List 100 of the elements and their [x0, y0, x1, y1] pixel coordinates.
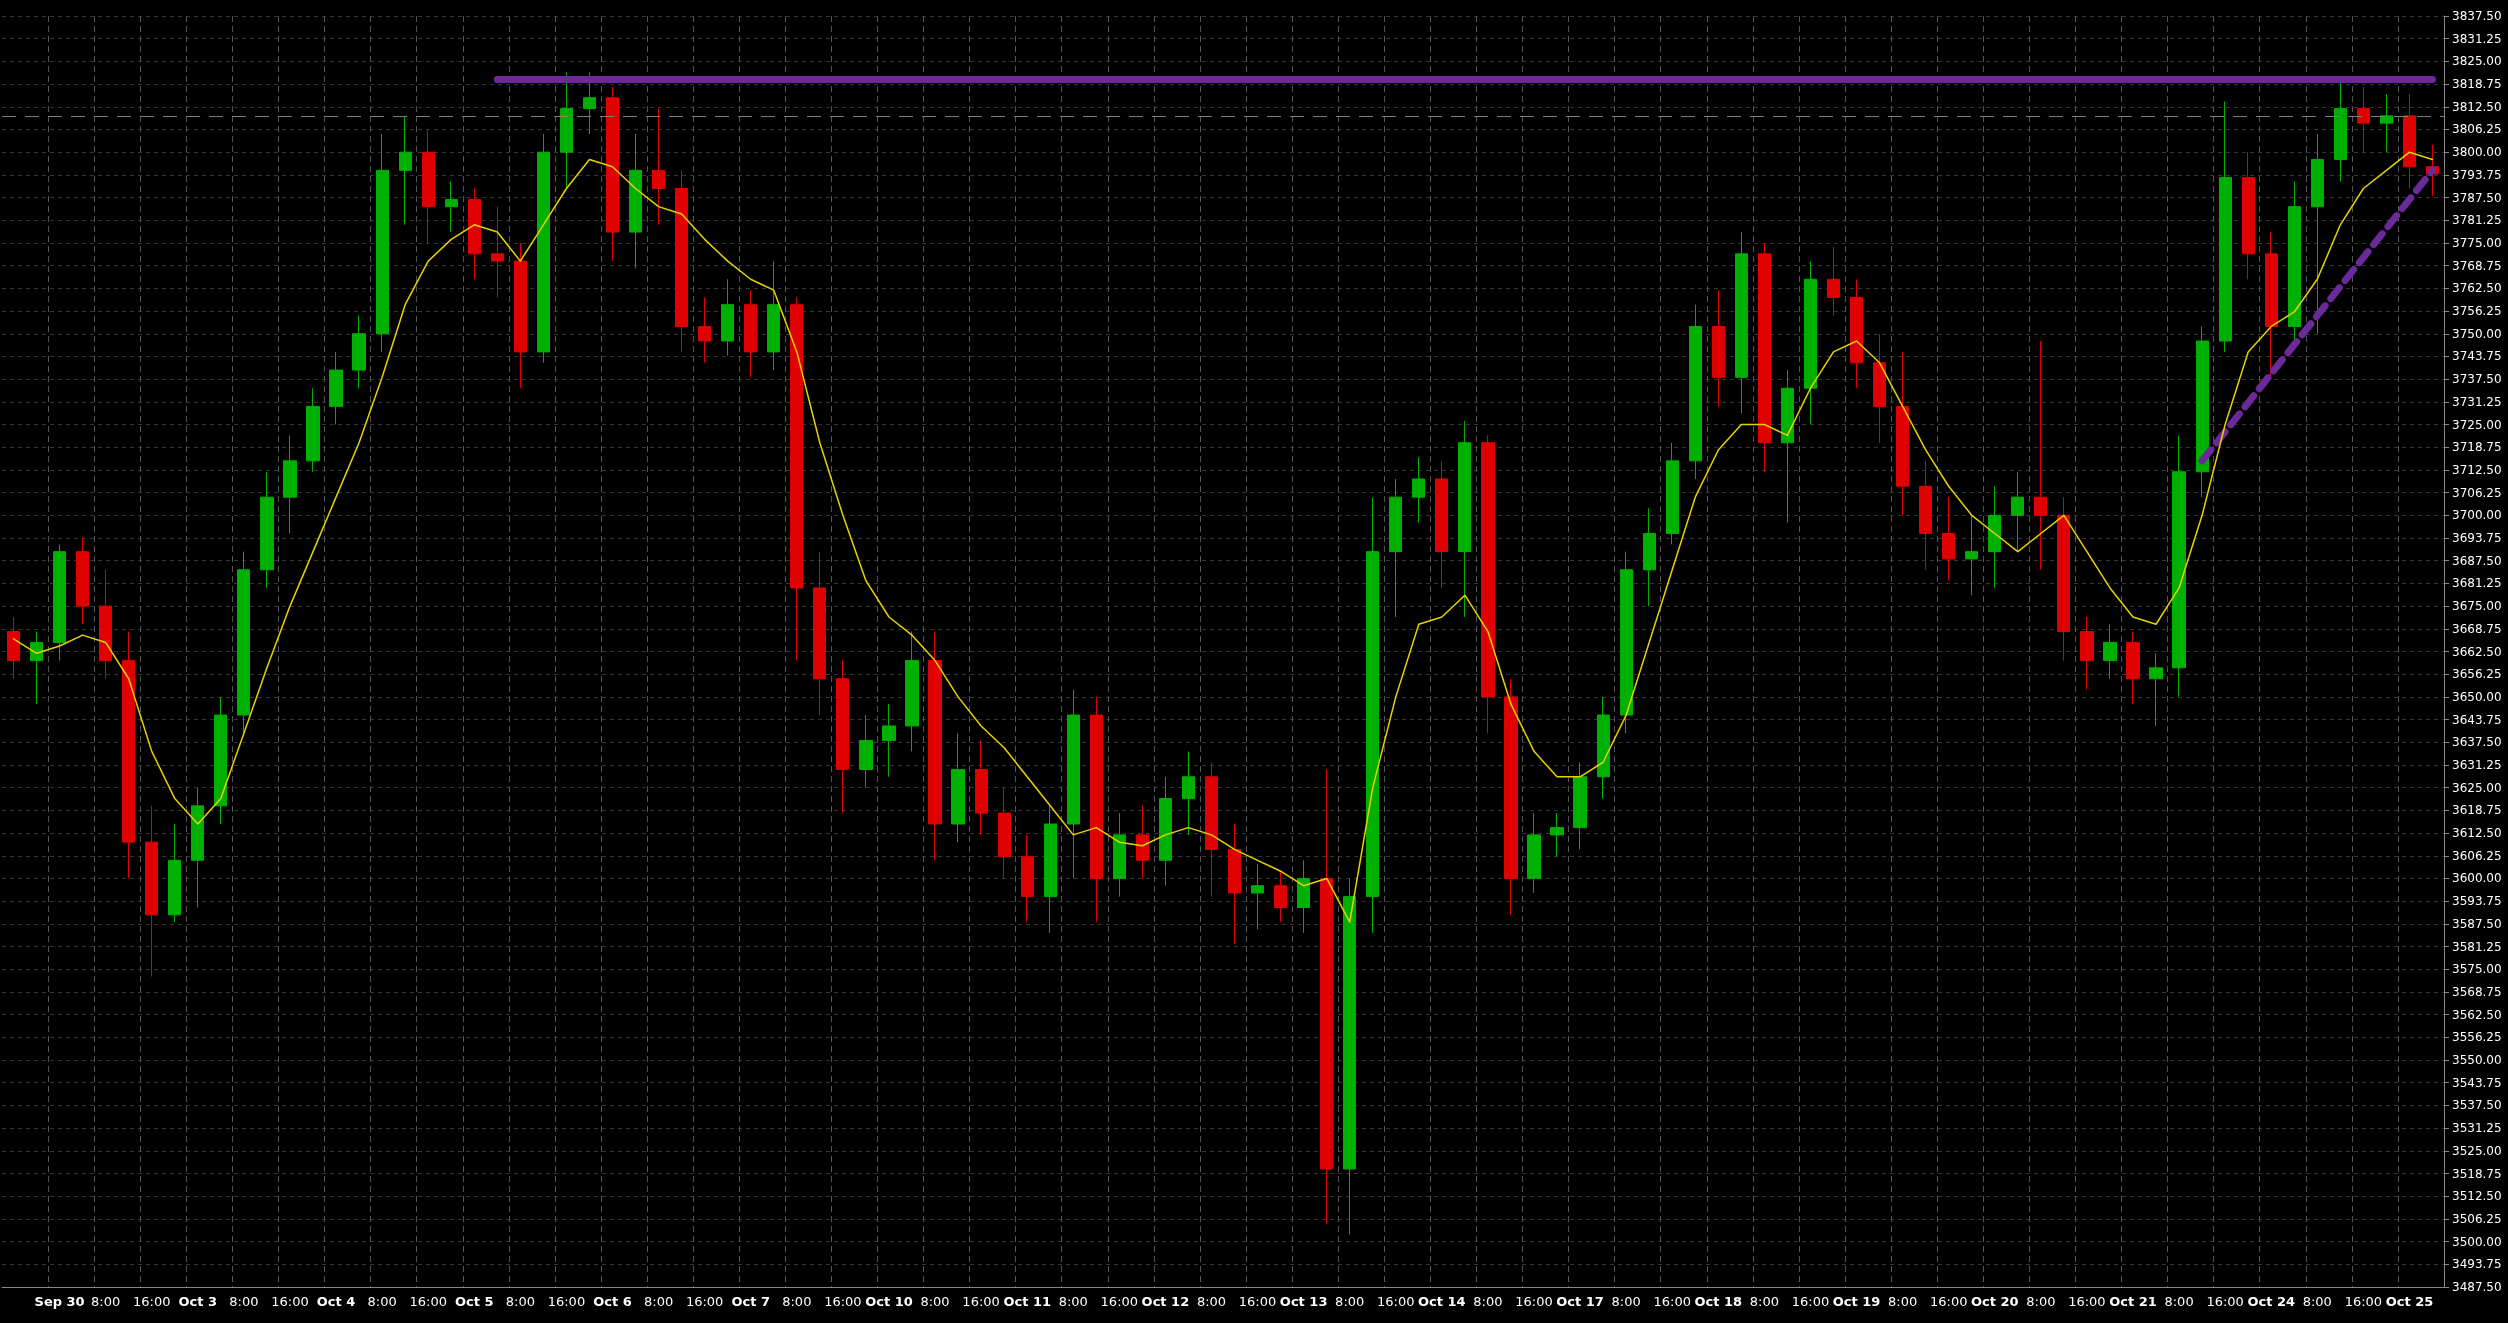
- candlestick: [2057, 496, 2070, 662]
- candlestick: [882, 703, 896, 778]
- x-tick-label: 8:00: [2302, 1294, 2332, 1309]
- candlestick: [1573, 761, 1587, 850]
- y-tick-label: 3718.75: [2452, 440, 2502, 455]
- y-tick-label: 3637.50: [2452, 735, 2502, 750]
- y-tick-label: 3712.50: [2452, 462, 2502, 477]
- x-tick-label: 16:00: [409, 1294, 447, 1309]
- candlestick: [2080, 616, 2094, 691]
- y-tick-label: 3687.50: [2452, 553, 2502, 568]
- candlestick: [560, 71, 573, 189]
- candlestick: [836, 660, 849, 814]
- candlestick: [951, 732, 965, 843]
- x-tick-label: 8:00: [1335, 1294, 1365, 1309]
- candlestick: [376, 133, 389, 353]
- candlestick: [2172, 434, 2186, 698]
- candlestick: [422, 129, 435, 244]
- x-tick-label: Oct 4: [316, 1294, 356, 1309]
- candlestick: [698, 296, 711, 364]
- y-tick-label: 3787.50: [2452, 190, 2502, 205]
- y-tick-label: 3668.75: [2452, 621, 2502, 636]
- x-tick-label: Oct 7: [731, 1294, 770, 1309]
- x-tick-label: 16:00: [2344, 1294, 2383, 1309]
- candlestick: [1804, 260, 1817, 426]
- candlestick: [1136, 805, 1149, 879]
- y-tick-label: 3675.00: [2452, 599, 2502, 614]
- x-tick-label: 16:00: [1929, 1294, 1968, 1309]
- y-tick-label: 3756.25: [2452, 304, 2502, 319]
- candlestick: [2288, 180, 2301, 342]
- y-tick-label: 3500.00: [2452, 1234, 2502, 1249]
- candlestick: [2242, 151, 2255, 280]
- x-tick-label: 8:00: [782, 1294, 812, 1309]
- candlestick: [1527, 812, 1541, 894]
- x-tick-label: 16:00: [271, 1294, 309, 1309]
- x-tick-label: Oct 3: [178, 1294, 218, 1309]
- y-tick-label: 3650.00: [2452, 689, 2502, 704]
- candlestick: [998, 787, 1011, 879]
- x-tick-label: 16:00: [1653, 1294, 1691, 1309]
- x-tick-label: 8:00: [229, 1294, 259, 1309]
- candlestick: [1159, 776, 1172, 887]
- candlestick: [2149, 652, 2163, 727]
- x-tick-label: Oct 20: [1970, 1294, 2019, 1309]
- x-tick-label: 8:00: [1611, 1294, 1641, 1309]
- y-tick-label: 3493.75: [2452, 1257, 2502, 1272]
- x-tick-label: Oct 10: [865, 1294, 913, 1309]
- y-tick-label: 3706.25: [2452, 485, 2502, 500]
- y-tick-label: 3600.00: [2452, 871, 2502, 886]
- x-tick-label: 16:00: [1791, 1294, 1830, 1309]
- y-tick-label: 3656.25: [2452, 667, 2502, 682]
- candlestick: [1205, 761, 1218, 898]
- candlestick: [975, 739, 988, 836]
- y-tick-label: 3537.50: [2452, 1098, 2502, 1113]
- candlestick: [1366, 496, 1379, 934]
- y-tick-label: 3593.75: [2452, 894, 2502, 909]
- y-tick-label: 3762.50: [2452, 281, 2502, 296]
- x-tick-label: 8:00: [91, 1294, 121, 1309]
- y-tick-label: 3581.25: [2452, 939, 2502, 954]
- y-tick-label: 3743.75: [2452, 349, 2502, 364]
- candlestick: [1735, 231, 1748, 415]
- candlestick: [813, 551, 826, 716]
- candlestick: [1850, 278, 1863, 389]
- y-tick-label: 3731.25: [2452, 394, 2502, 409]
- y-tick-label: 3518.75: [2452, 1166, 2502, 1181]
- candlestick: [2219, 100, 2232, 353]
- candlestick: [675, 169, 688, 353]
- candlestick: [122, 631, 135, 879]
- candlestick: [1988, 485, 2001, 589]
- candlestick: [1896, 351, 1909, 516]
- x-tick-label: 8:00: [1473, 1294, 1503, 1309]
- candlestick: [352, 315, 366, 389]
- candlestick: [2265, 231, 2278, 378]
- candlestick: [2311, 133, 2324, 335]
- candlestick: [1504, 678, 1518, 916]
- x-tick-label: 16:00: [2068, 1294, 2106, 1309]
- x-tick-label: 16:00: [2206, 1294, 2244, 1309]
- candlestick: [399, 115, 412, 226]
- candlestick: [2380, 93, 2393, 153]
- candlestick: [1666, 442, 1679, 545]
- y-tick-label: 3700.00: [2452, 508, 2502, 523]
- candlestick: [145, 805, 158, 978]
- candlestick: [629, 133, 642, 269]
- candlestick: [1389, 478, 1402, 618]
- candlestick: [1435, 460, 1448, 589]
- candlestick: [491, 206, 504, 298]
- y-tick-label: 3825.00: [2452, 54, 2502, 69]
- y-tick-label: 3606.25: [2452, 848, 2502, 863]
- y-tick-label: 3612.50: [2452, 826, 2502, 841]
- candlestick: [468, 187, 481, 280]
- candlestick: [1228, 823, 1241, 945]
- y-tick-label: 3818.75: [2452, 77, 2502, 92]
- candlestick: [1827, 246, 1840, 317]
- y-tick-label: 3643.75: [2452, 712, 2502, 727]
- candlestick: [1458, 420, 1471, 618]
- candlestick: [1067, 689, 1080, 879]
- candlestick: [306, 387, 320, 473]
- x-tick-label: 8:00: [367, 1294, 397, 1309]
- candlestick: [445, 180, 458, 233]
- candlestick: [237, 551, 250, 734]
- candlestick: [1712, 289, 1725, 407]
- y-tick-label: 3793.75: [2452, 167, 2502, 182]
